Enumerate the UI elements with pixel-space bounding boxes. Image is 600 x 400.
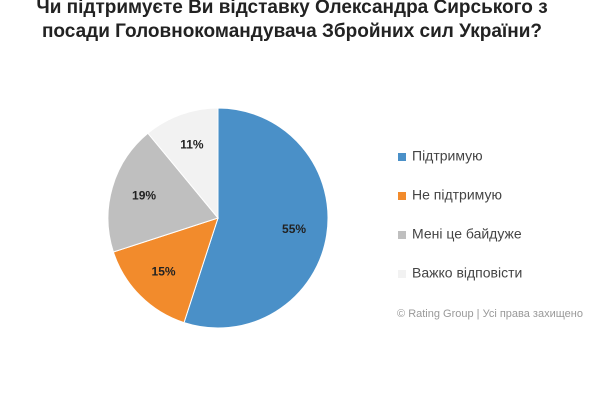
legend-label: Не підтримую bbox=[412, 187, 502, 203]
legend-marker bbox=[398, 153, 406, 161]
chart-title: Чи підтримуєте Ви відставку Олександра С… bbox=[36, 0, 547, 18]
legend-label: Мені це байдуже bbox=[412, 226, 522, 242]
data-label: 19% bbox=[132, 189, 156, 203]
chart-title: посади Головнокомандувача Збройних сил У… bbox=[42, 21, 542, 42]
pie-slice bbox=[107, 132, 219, 253]
pie-slice bbox=[147, 107, 219, 220]
source: © Rating Group | Усі права захищено bbox=[397, 308, 583, 320]
pie-slice bbox=[112, 217, 219, 324]
legend-marker bbox=[398, 270, 406, 278]
data-label: 55% bbox=[282, 222, 306, 236]
data-label: 15% bbox=[152, 265, 176, 279]
legend-label: Підтримую bbox=[412, 148, 483, 164]
legend-marker bbox=[398, 231, 406, 239]
data-label: 11% bbox=[180, 138, 204, 152]
legend-marker bbox=[398, 192, 406, 200]
legend-label: Важко відповісти bbox=[412, 265, 522, 281]
pie-slice bbox=[183, 107, 329, 329]
